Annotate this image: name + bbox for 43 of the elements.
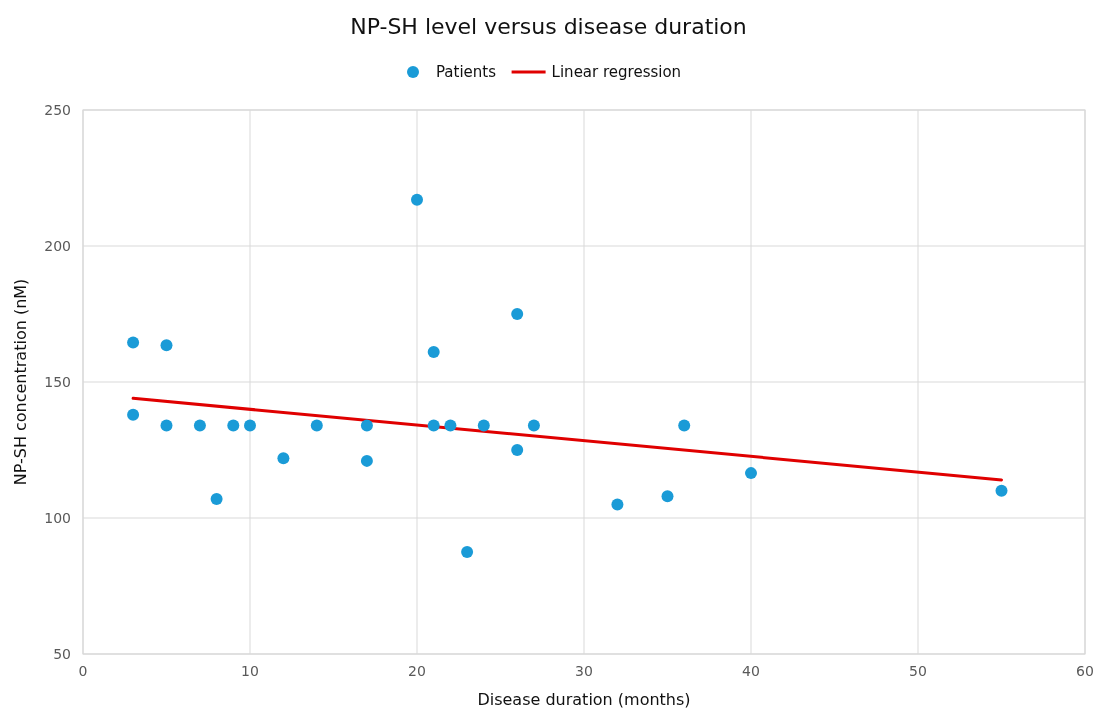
legend-label: Linear regression: [551, 63, 682, 81]
point: [310, 419, 323, 432]
point: [411, 193, 423, 206]
y-tick-label: 150: [44, 374, 71, 390]
point: [193, 419, 206, 432]
point: [427, 346, 440, 359]
point: [444, 419, 457, 432]
y-tick-label: 200: [44, 238, 71, 254]
point: [277, 452, 290, 465]
y-tick-label: 100: [44, 510, 71, 526]
y-axis-title: NP-SH concentration (nM): [11, 278, 30, 486]
x-tick-label: 20: [408, 663, 426, 679]
point: [527, 419, 540, 432]
point: [461, 546, 474, 558]
x-axis-title: Disease duration (months): [477, 690, 691, 709]
point: [127, 408, 140, 421]
x-tick-label: 60: [1076, 663, 1094, 679]
point: [244, 419, 256, 432]
point: [127, 336, 140, 349]
point: [160, 419, 173, 432]
point: [227, 419, 240, 432]
point: [678, 419, 691, 432]
point: [511, 444, 524, 456]
x-tick-label: 10: [241, 663, 259, 679]
chart-title: NP-SH level versus disease duration: [350, 14, 747, 39]
point: [360, 454, 373, 467]
point: [360, 419, 373, 432]
legend-label: Patients: [436, 63, 497, 81]
point: [995, 484, 1008, 497]
x-tick-label: 40: [742, 663, 760, 679]
y-tick-label: 50: [53, 646, 71, 662]
x-tick-label: 30: [575, 663, 593, 679]
point: [427, 419, 440, 432]
point: [511, 308, 524, 320]
point: [745, 467, 757, 480]
x-tick-label: 0: [78, 663, 88, 679]
y-tick-label: 250: [44, 102, 71, 118]
point: [210, 492, 223, 505]
point: [477, 419, 490, 432]
point: [160, 339, 173, 352]
x-tick-label: 50: [909, 663, 927, 679]
point: [611, 498, 624, 511]
point: [661, 490, 674, 503]
